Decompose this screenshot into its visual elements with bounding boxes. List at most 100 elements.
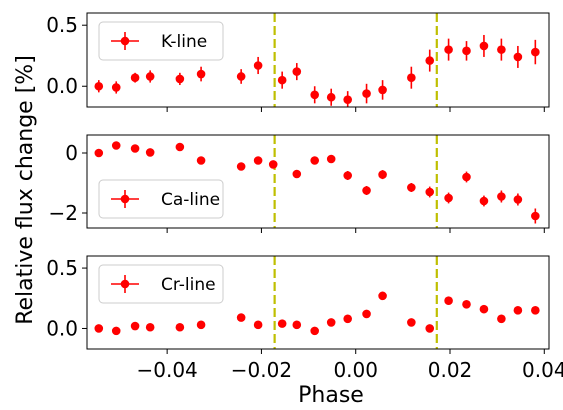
data-point (253, 320, 263, 330)
data-point (236, 313, 246, 322)
data-point (196, 320, 206, 330)
y-axis-label: Relative flux change [%] (13, 55, 38, 325)
data-point (343, 171, 353, 180)
data-point (497, 192, 506, 201)
data-point (513, 306, 523, 315)
x-axis-label: Phase (298, 383, 364, 408)
data-point (94, 148, 104, 158)
data-point (236, 162, 246, 171)
data-point (343, 95, 353, 104)
data-point (196, 69, 206, 79)
data-series (94, 291, 540, 336)
data-point (362, 186, 371, 195)
y-tick-label: 0 (65, 141, 78, 165)
panel-frame (86, 255, 550, 350)
data-point (513, 52, 523, 62)
data-point (111, 141, 121, 150)
data-point (253, 156, 263, 165)
data-point (407, 73, 416, 83)
data-point (531, 211, 540, 221)
data-point (130, 144, 140, 153)
data-point (497, 45, 506, 54)
data-point (268, 160, 278, 169)
data-point (479, 196, 489, 206)
data-point (479, 41, 489, 51)
legend: Ca-line (98, 179, 224, 219)
data-point (94, 324, 104, 333)
data-point (407, 318, 416, 327)
legend-marker (120, 279, 130, 289)
y-tick-label: 0.5 (46, 256, 78, 280)
data-point (362, 309, 371, 319)
y-tick-label: 0.0 (46, 316, 78, 340)
data-point (145, 72, 155, 81)
data-point (111, 83, 121, 92)
data-point (326, 318, 336, 327)
data-series (94, 34, 540, 107)
data-point (462, 172, 471, 182)
data-point (253, 61, 263, 70)
data-point (407, 183, 416, 192)
data-point (362, 89, 371, 98)
data-point (310, 90, 320, 100)
data-point (444, 45, 453, 54)
panel-2: 0.0 0.5 −0.04 −0.02 0.00 0.02 0.04 Cr-line (46, 255, 563, 382)
legend: Cr-line (98, 264, 224, 304)
data-point (343, 314, 353, 324)
legend-frame (98, 21, 224, 61)
data-point (94, 81, 104, 91)
x-tick-label: 0.02 (428, 358, 473, 382)
legend: K-line (98, 21, 224, 61)
legend-marker (120, 36, 130, 46)
legend-frame (98, 179, 224, 219)
data-point (175, 142, 185, 152)
data-point (378, 291, 387, 301)
panel-1: 0 −2 Ca-line (49, 134, 550, 233)
legend-frame (98, 264, 224, 304)
data-series (94, 141, 540, 224)
data-point (292, 169, 302, 179)
data-point (130, 321, 140, 331)
data-point (444, 193, 453, 203)
legend-label: K-line (161, 32, 207, 52)
y-tick-label: 0.0 (46, 74, 78, 98)
data-point (462, 46, 471, 56)
data-point (292, 67, 302, 76)
x-tick-label: 0.00 (333, 358, 378, 382)
data-point (175, 74, 185, 84)
data-point (175, 322, 185, 332)
data-point (292, 320, 302, 330)
data-point (425, 56, 435, 65)
legend-label: Cr-line (161, 275, 216, 295)
x-tick-label: −0.02 (231, 358, 292, 382)
data-point (531, 306, 540, 315)
y-tick-label: −2 (49, 201, 78, 225)
data-point (111, 326, 121, 336)
y-tick-label: 0.5 (46, 13, 78, 37)
panel-0: 0.0 0.5 K-line (46, 12, 550, 112)
data-point (378, 85, 387, 95)
data-point (425, 187, 435, 197)
data-point (425, 324, 435, 333)
y-axis-title: Relative flux change [%] (13, 55, 38, 325)
data-point (531, 47, 540, 57)
x-tick-label: 0.04 (522, 358, 563, 382)
data-point (196, 156, 206, 165)
data-point (462, 300, 471, 309)
x-tick-label: −0.04 (136, 358, 197, 382)
data-point (130, 73, 140, 83)
data-point (326, 154, 336, 164)
data-point (145, 148, 155, 157)
data-point (277, 319, 287, 328)
data-point (378, 170, 387, 179)
data-point (479, 304, 489, 314)
data-point (310, 326, 320, 336)
data-point (497, 314, 506, 324)
data-point (236, 72, 246, 81)
panel-frame (86, 12, 550, 108)
data-point (145, 322, 155, 332)
legend-marker (120, 194, 130, 204)
legend-label: Ca-line (161, 190, 220, 210)
